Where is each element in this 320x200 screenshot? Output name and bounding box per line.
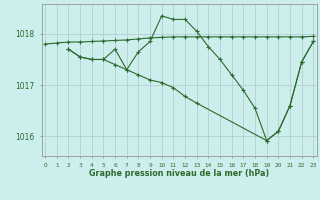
X-axis label: Graphe pression niveau de la mer (hPa): Graphe pression niveau de la mer (hPa): [89, 169, 269, 178]
